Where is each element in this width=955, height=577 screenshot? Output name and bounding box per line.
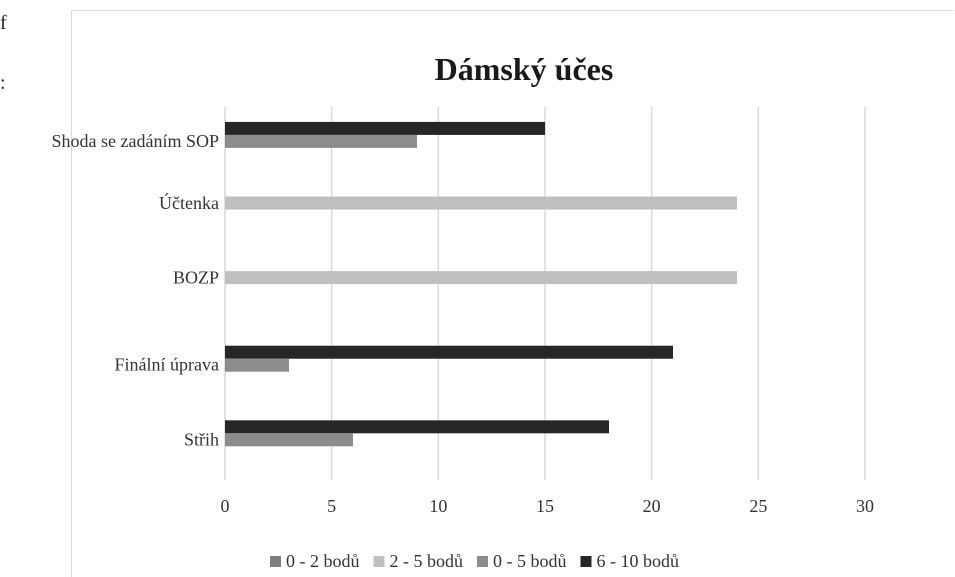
bar (225, 196, 737, 210)
bar (225, 433, 353, 447)
category-label: Střih (184, 429, 219, 449)
bar (225, 358, 289, 372)
category-label: Finální úprava (115, 355, 219, 375)
gridlines (224, 107, 866, 480)
x-tick-label: 25 (749, 496, 767, 516)
bar (225, 134, 417, 148)
legend-swatch (270, 556, 281, 567)
category-label: Účtenka (159, 192, 219, 213)
chart-frame (71, 10, 954, 577)
legend-label: 0 - 2 bodů (286, 551, 360, 571)
legend-label: 2 - 5 bodů (390, 551, 464, 571)
legend-label: 6 - 10 bodů (597, 551, 680, 571)
legend-label: 0 - 5 bodů (493, 551, 567, 571)
x-tick-label: 5 (327, 496, 336, 516)
x-tick-label: 10 (429, 496, 447, 516)
x-tick-label: 15 (536, 496, 554, 516)
x-tick-label: 0 (221, 496, 230, 516)
bar (225, 121, 545, 135)
chart-title: Dámský účes (435, 51, 614, 87)
category-label: Shoda se zadáním SOP (52, 131, 219, 151)
bar (225, 420, 609, 434)
x-tick-label: 20 (643, 496, 661, 516)
legend-swatch (477, 556, 488, 567)
x-tick-labels: 0 5 10 15 20 25 30 (221, 496, 875, 516)
legend-swatch (373, 556, 385, 567)
side-text-fragment-2: : (0, 72, 6, 94)
x-tick-label: 30 (856, 496, 874, 516)
bar (225, 345, 673, 359)
bars (225, 121, 737, 447)
legend-swatch (580, 556, 592, 567)
side-text-fragment-1: f (0, 12, 7, 34)
legend: 0 - 2 bodů 2 - 5 bodů 0 - 5 bodů 6 - 10 bod… (270, 551, 679, 571)
category-labels: Shoda se zadáním SOP Účtenka BOZP Finální ú… (52, 131, 219, 449)
category-label: BOZP (173, 268, 219, 288)
bar (225, 271, 737, 285)
